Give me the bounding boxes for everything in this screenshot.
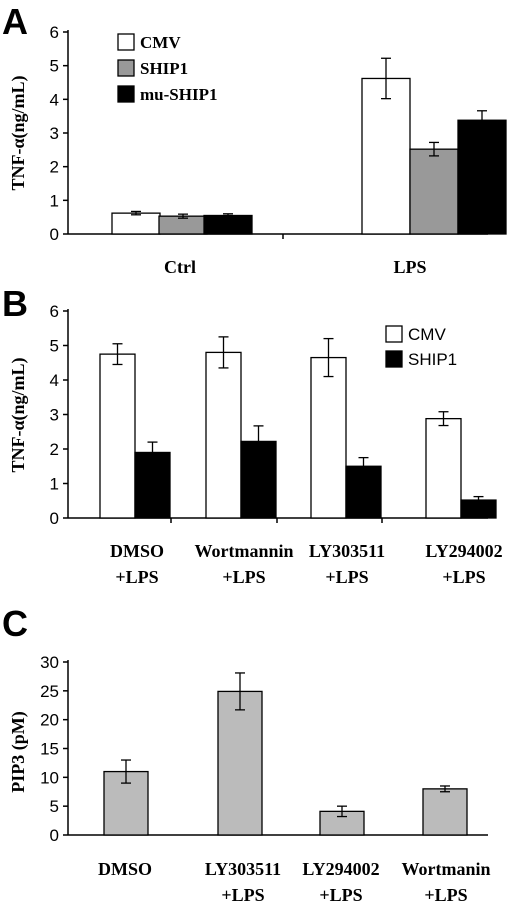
category-label: LY294002	[302, 859, 379, 879]
y-tick-label: 0	[50, 826, 59, 845]
legend-label: CMV	[140, 33, 181, 52]
y-tick-label: 0	[50, 225, 59, 244]
bar	[217, 690, 263, 836]
category-label: +LPS	[222, 567, 265, 587]
legend-label: SHIP1	[408, 350, 457, 369]
category-label: +LPS	[115, 567, 158, 587]
legend-swatch	[385, 350, 403, 368]
legend-swatch	[117, 33, 135, 51]
y-tick-label: 4	[50, 90, 59, 109]
category-label: LY294002	[425, 541, 502, 561]
bar	[205, 351, 242, 519]
category-label: Wortmannin	[194, 541, 293, 561]
bar	[457, 119, 507, 235]
panel-c-ylabel: PIP3 (pM)	[8, 711, 29, 792]
bar	[425, 417, 462, 519]
panel-c-letter: C	[2, 603, 28, 644]
category-label: Ctrl	[164, 257, 196, 277]
legend-label: SHIP1	[140, 59, 188, 78]
category-label: LY303511	[205, 859, 281, 879]
category-label: DMSO	[110, 541, 164, 561]
y-tick-label: 20	[40, 711, 59, 730]
panel-b-ylabel: TNF-α(ng/mL)	[8, 357, 29, 472]
legend-label: CMV	[408, 325, 446, 344]
y-tick-label: 30	[40, 653, 59, 672]
category-label: LPS	[393, 257, 426, 277]
y-tick-label: 0	[50, 509, 59, 528]
panel-b-letter: B	[2, 283, 28, 324]
bar	[111, 212, 161, 235]
category-label: +LPS	[325, 567, 368, 587]
category-label: +LPS	[221, 885, 264, 905]
panel-a-letter: A	[2, 1, 28, 42]
y-tick-label: 15	[40, 740, 59, 759]
y-tick-label: 25	[40, 682, 59, 701]
y-tick-label: 2	[50, 440, 59, 459]
y-tick-label: 6	[50, 302, 59, 321]
panel-a: A TNF-α(ng/mL) 0 1 2 3 4 5 6 Ctrl LPS CMV SHIP1 mu-…	[2, 1, 507, 277]
y-tick-label: 3	[50, 124, 59, 143]
category-label: Wortmanin	[401, 859, 490, 879]
category-label: +LPS	[319, 885, 362, 905]
category-label: +LPS	[442, 567, 485, 587]
category-label: +LPS	[424, 885, 467, 905]
category-label: DMSO	[98, 859, 152, 879]
bar	[310, 356, 347, 519]
y-tick-label: 1	[50, 191, 59, 210]
panel-b: B TNF-α(ng/mL) 0 1 2 3 4 5 6 DMSO +LPS Wortmannin…	[2, 283, 503, 587]
y-tick-label: 10	[40, 768, 59, 787]
category-label: LY303511	[309, 541, 385, 561]
y-tick-label: 2	[50, 158, 59, 177]
bar	[134, 451, 171, 519]
y-tick-label: 3	[50, 406, 59, 425]
bar	[99, 353, 136, 519]
panel-c: C PIP3 (pM) 0 5 10 15 20 25 30 DMSO LY303511 +LPS…	[2, 603, 491, 905]
legend-swatch	[117, 59, 135, 77]
bar	[203, 214, 253, 235]
y-tick-label: 6	[50, 23, 59, 42]
y-tick-label: 5	[50, 57, 59, 76]
panel-a-ylabel: TNF-α(ng/mL)	[8, 75, 29, 190]
bar	[422, 788, 468, 836]
y-tick-label: 5	[50, 797, 59, 816]
bar	[361, 77, 411, 235]
legend-swatch	[385, 325, 403, 343]
bar	[409, 148, 459, 235]
bar	[158, 215, 208, 235]
y-tick-label: 4	[50, 371, 59, 390]
y-tick-label: 5	[50, 337, 59, 356]
legend-label: mu-SHIP1	[140, 85, 217, 104]
legend-swatch	[117, 85, 135, 103]
y-tick-label: 1	[50, 475, 59, 494]
